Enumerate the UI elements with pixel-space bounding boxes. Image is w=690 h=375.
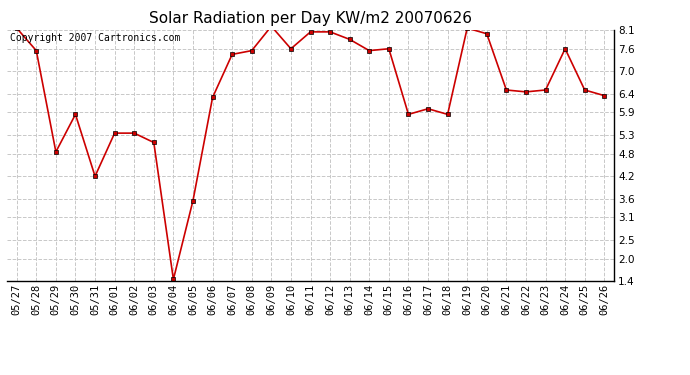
Title: Solar Radiation per Day KW/m2 20070626: Solar Radiation per Day KW/m2 20070626 (149, 11, 472, 26)
Text: Copyright 2007 Cartronics.com: Copyright 2007 Cartronics.com (10, 33, 180, 42)
